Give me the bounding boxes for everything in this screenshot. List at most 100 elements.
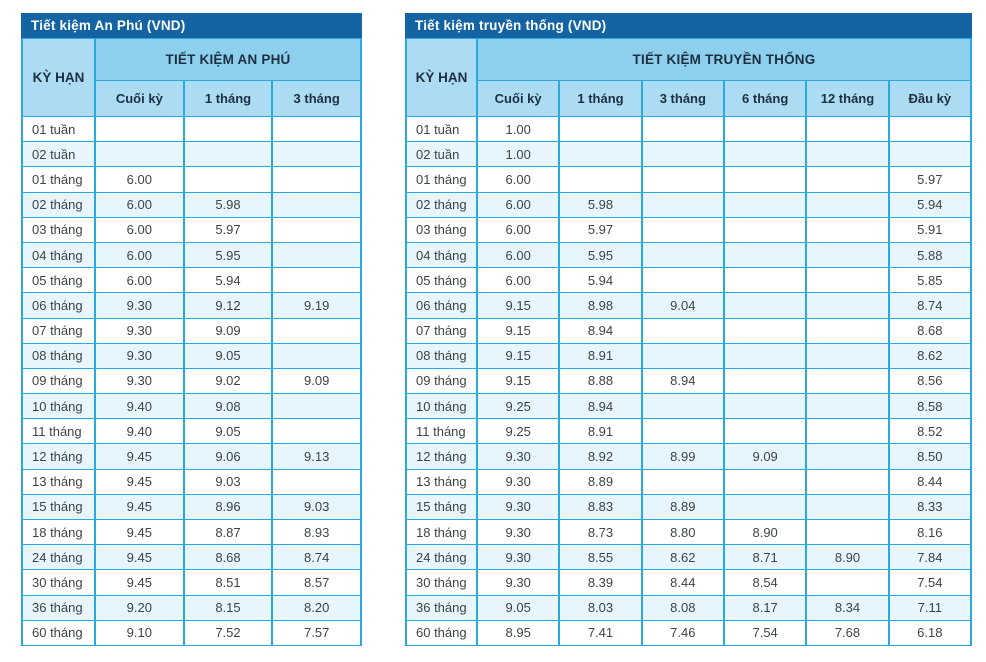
term-cell: 01 tháng	[21, 166, 96, 193]
term-cell: 36 tháng	[405, 594, 478, 621]
table-body: 01 tuần 02 tuần 01 tháng 6.00 02 tháng 6.00 5.…	[21, 115, 362, 646]
table-row: 13 tháng 9.30 8.89 8.44	[405, 468, 973, 495]
rate-cell: 8.88	[558, 367, 643, 395]
rate-cell	[805, 418, 890, 445]
rate-cell: 5.94	[558, 267, 643, 294]
table-row: 08 tháng 9.30 9.05	[21, 342, 362, 369]
term-cell: 08 tháng	[21, 342, 96, 369]
table-row: 05 tháng 6.00 5.94 5.85	[405, 267, 973, 294]
table-row: 08 tháng 9.15 8.91 8.62	[405, 342, 973, 369]
table-row: 02 tuần	[21, 141, 362, 168]
rate-cell	[722, 166, 808, 193]
term-cell: 24 tháng	[21, 544, 96, 571]
rate-cell: 8.73	[558, 518, 643, 546]
term-cell: 60 tháng	[21, 619, 96, 646]
table-row: 02 tháng 6.00 5.98 5.94	[405, 191, 973, 218]
rate-cell: 8.90	[722, 518, 808, 546]
rate-cell: 8.51	[182, 569, 274, 596]
rate-cell	[271, 418, 362, 445]
table-row: 04 tháng 6.00 5.95 5.88	[405, 241, 973, 269]
rate-cell: 9.30	[475, 493, 561, 521]
rate-cell: 8.20	[271, 594, 362, 621]
term-cell: 12 tháng	[405, 443, 478, 470]
rate-cell	[271, 115, 362, 143]
rate-cell: 9.25	[475, 393, 561, 420]
rate-cell: 9.45	[94, 468, 185, 495]
payout-column-header: 6 tháng	[722, 80, 808, 117]
term-cell: 30 tháng	[21, 569, 96, 596]
rate-cell: 7.11	[887, 594, 973, 621]
rate-cell	[271, 393, 362, 420]
rate-cell: 8.89	[558, 468, 643, 495]
term-cell: 11 tháng	[21, 418, 96, 445]
rate-cell: 5.85	[887, 267, 973, 294]
payout-column-header: 3 tháng	[640, 80, 725, 117]
table-row: 02 tháng 6.00 5.98	[21, 191, 362, 218]
term-cell: 04 tháng	[405, 241, 478, 269]
payout-column-header: 1 tháng	[182, 80, 274, 117]
rate-cell	[558, 141, 643, 168]
rate-cell: 7.46	[640, 619, 725, 646]
term-cell: 01 tháng	[405, 166, 478, 193]
table-row: 36 tháng 9.20 8.15 8.20	[21, 594, 362, 621]
rate-cell: 8.44	[640, 569, 725, 596]
rate-cell: 9.09	[271, 367, 362, 395]
rate-cell: 8.08	[640, 594, 725, 621]
rate-cell: 6.00	[94, 216, 185, 243]
rate-cell: 6.00	[475, 216, 561, 243]
rate-cell: 8.16	[887, 518, 973, 546]
rate-cell: 8.33	[887, 493, 973, 521]
rate-cell	[722, 292, 808, 319]
rate-cell: 6.00	[94, 166, 185, 193]
rate-cell: 8.94	[558, 317, 643, 344]
rate-cell: 8.87	[182, 518, 274, 546]
rate-cell	[722, 418, 808, 445]
rate-cell: 8.90	[805, 544, 890, 571]
rate-cell: 9.45	[94, 493, 185, 521]
rate-cell: 9.03	[271, 493, 362, 521]
rate-cell: 8.68	[887, 317, 973, 344]
rate-cell	[722, 493, 808, 521]
rate-cell	[805, 241, 890, 269]
rate-cell: 9.45	[94, 443, 185, 470]
rate-cell: 8.74	[887, 292, 973, 319]
term-cell: 07 tháng	[21, 317, 96, 344]
table-header: KỲ HẠN TIẾT KIỆM AN PHÚ Cuối kỳ 1 tháng 3 th…	[21, 38, 362, 117]
term-cell: 04 tháng	[21, 241, 96, 269]
rate-cell	[640, 241, 725, 269]
table-row: 12 tháng 9.45 9.06 9.13	[21, 443, 362, 470]
rate-cell	[805, 393, 890, 420]
rate-cell: 9.45	[94, 518, 185, 546]
table-row: 03 tháng 6.00 5.97	[21, 216, 362, 243]
term-cell: 05 tháng	[21, 267, 96, 294]
rate-cell: 9.30	[475, 443, 561, 470]
rate-cell: 8.52	[887, 418, 973, 445]
rate-cell	[271, 342, 362, 369]
rate-cell: 8.92	[558, 443, 643, 470]
rate-cell	[722, 141, 808, 168]
rate-cell: 8.80	[640, 518, 725, 546]
rate-cell	[805, 518, 890, 546]
rate-cell: 9.05	[182, 342, 274, 369]
rate-cell: 6.00	[475, 241, 561, 269]
rate-cell: 9.30	[475, 569, 561, 596]
rate-cell	[805, 367, 890, 395]
term-cell: 03 tháng	[405, 216, 478, 243]
table-row: 09 tháng 9.30 9.02 9.09	[21, 367, 362, 395]
payout-column-header: Cuối kỳ	[475, 80, 561, 117]
rate-cell: 1.00	[475, 115, 561, 143]
rate-cell: 8.50	[887, 443, 973, 470]
table-row: 60 tháng 9.10 7.52 7.57	[21, 619, 362, 646]
term-cell: 13 tháng	[405, 468, 478, 495]
rate-cell	[805, 115, 890, 143]
table-row: 01 tháng 6.00 5.97	[405, 166, 973, 193]
rate-cell: 9.40	[94, 418, 185, 445]
payout-column-header: 1 tháng	[558, 80, 643, 117]
rate-cell: 6.00	[94, 267, 185, 294]
rate-cell: 8.34	[805, 594, 890, 621]
rate-cell: 6.00	[475, 267, 561, 294]
rate-cell	[722, 115, 808, 143]
term-cell: 18 tháng	[405, 518, 478, 546]
rate-cell: 5.97	[887, 166, 973, 193]
term-cell: 02 tuần	[21, 141, 96, 168]
